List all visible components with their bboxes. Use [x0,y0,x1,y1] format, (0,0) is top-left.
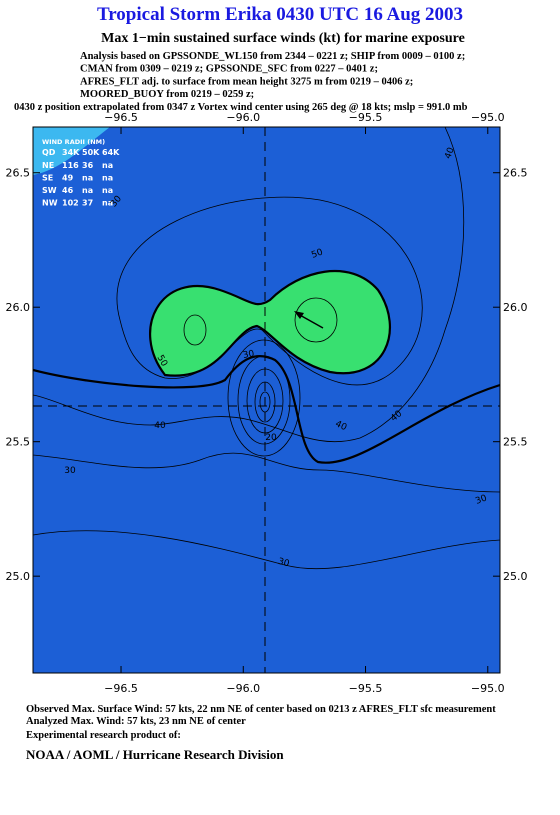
motion-arrow [297,313,324,329]
y-tick-label: 25.0 [503,570,528,583]
x-tick-label: −96.0 [226,682,260,695]
band [33,127,465,443]
radii-cell: na [82,186,93,195]
y-tick-label: 26.0 [6,301,31,314]
radii-cell: na [102,186,113,195]
radii-cell: na [102,161,113,170]
radii-cell: 102 [62,199,79,208]
x-tick-label: −95.5 [349,682,383,695]
band [183,314,207,346]
wind-field [33,127,500,673]
band [294,297,338,343]
footer-line: NOAA / AOML / Hurricane Research Divisio… [26,747,284,762]
band [116,196,423,386]
radii-cell: 37 [82,199,93,208]
contour-label: 40 [154,421,166,431]
note: MOORED_BUOY from 0219 – 0259 z; [80,89,254,100]
motion-arrow [294,311,304,319]
radii-header: QD [42,148,56,157]
x-tick-label: −95.5 [349,111,383,124]
radii-cell: na [82,174,93,183]
contour-label: 30 [64,466,76,476]
title: Tropical Storm Erika 0430 UTC 16 Aug 200… [97,4,463,25]
radii-title: WIND RADII (NM) [42,138,105,146]
contour-label: 30 [242,349,255,361]
x-tick-label: −95.0 [471,682,505,695]
x-tick-label: −96.5 [104,682,138,695]
note: CMAN from 0309 – 0219 z; GPSSONDE_SFC fr… [80,64,378,75]
subtitle: Max 1−min sustained surface winds (kt) f… [101,31,465,46]
note: 0430 z position extrapolated from 0347 z… [14,102,468,113]
y-tick-label: 25.5 [6,436,31,449]
radii-cell: SE [42,174,53,183]
y-tick-label: 25.5 [503,436,528,449]
y-tick-label: 26.5 [6,167,31,180]
band [33,127,110,175]
wind-radii: WIND RADII (NM) QD 34K 50K 64K NE 116 36 na SE 49 n… [42,138,120,208]
x-tick-label: −96.0 [226,111,260,124]
radii-cell: 116 [62,161,79,170]
band [33,127,500,493]
contour [33,355,500,464]
frame [32,126,501,674]
x-tick-label: −96.5 [104,111,138,124]
y-tick-label: 26.0 [503,301,528,314]
core [227,339,301,457]
band [33,127,500,570]
contour-label: 40 [443,146,456,160]
contour-label: 50 [310,247,324,260]
footer-line: Experimental research product of: [26,730,181,741]
radii-cell: na [102,199,113,208]
x-tick-label: −95.0 [471,111,505,124]
contour-label: 30 [474,493,488,506]
band [149,269,392,377]
y-tick-label: 26.5 [503,167,528,180]
contour-label: 20 [265,433,277,443]
radii-cell: 46 [62,186,74,195]
radii-cell: NE [42,161,54,170]
radii-header: 64K [102,148,120,157]
radii-cell: SW [42,186,57,195]
radii-header: 34K [62,148,80,157]
radii-cell: 36 [82,161,94,170]
radii-cell: 49 [62,174,74,183]
contour-label: 30 [277,557,291,570]
footer: Observed Max. Surface Wind: 57 kts, 22 n… [26,704,496,762]
radii-cell: na [102,174,113,183]
footer-line: Analyzed Max. Wind: 57 kts, 23 nm NE of … [26,716,246,727]
contour-label: 40 [334,419,349,433]
radii-cell: NW [42,199,58,208]
band [33,127,500,673]
y-tick-label: 25.0 [6,570,31,583]
note: Analysis based on GPSSONDE_WL150 from 23… [80,51,465,62]
radii-header: 50K [82,148,100,157]
footer-line: Observed Max. Surface Wind: 57 kts, 22 n… [26,704,496,715]
note: AFRES_FLT adj. to surface from mean heig… [80,76,413,87]
